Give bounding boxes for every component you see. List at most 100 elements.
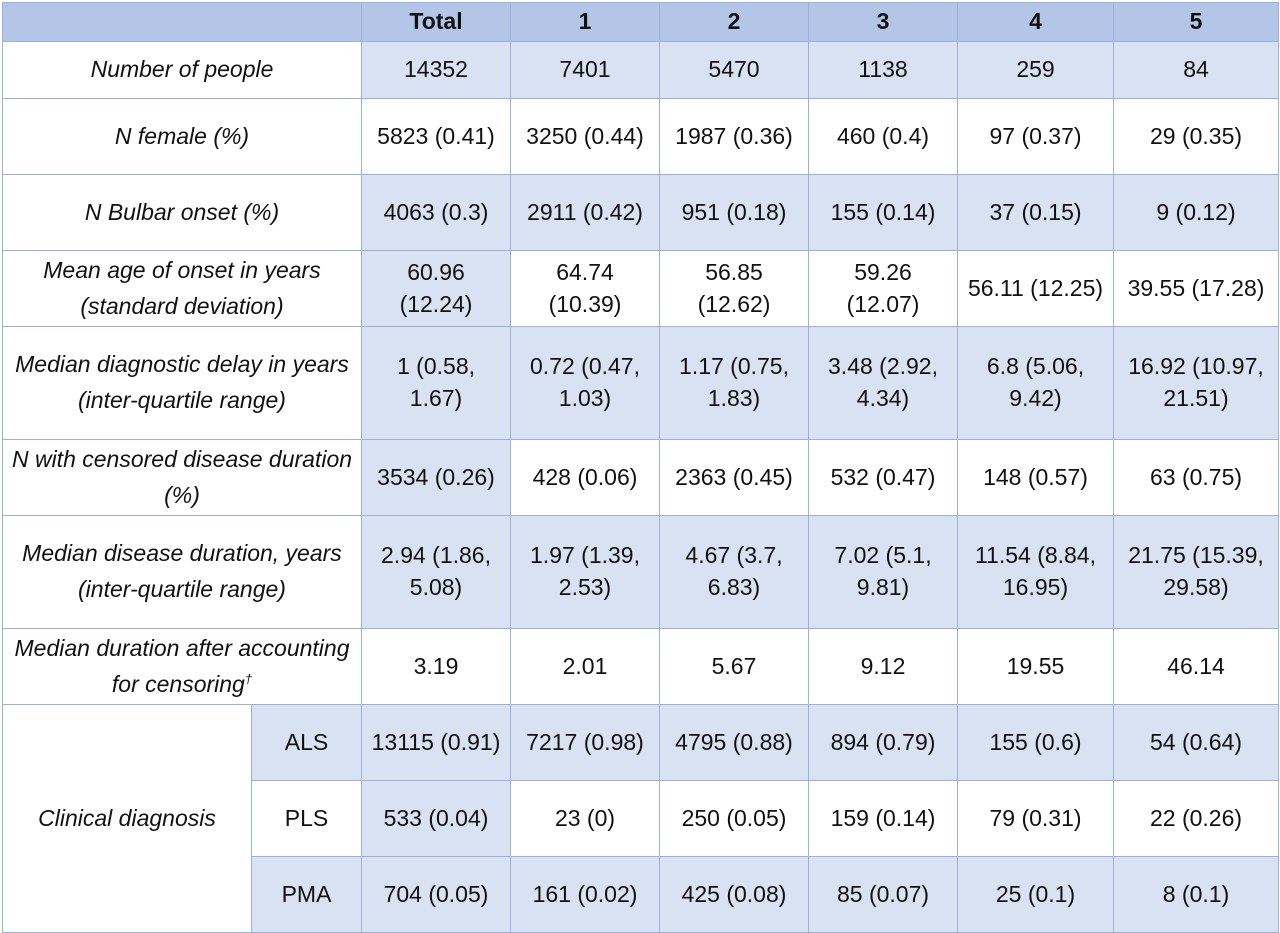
table-cell: 84 (1113, 41, 1279, 99)
table-cell: 250 (0.05) (659, 780, 809, 857)
table-row: N Bulbar onset (%) 4063 (0.3) 2911 (0.42… (2, 174, 1279, 251)
table-cell: 14352 (361, 41, 511, 99)
column-header-3: 3 (808, 2, 958, 42)
table-cell: 4795 (0.88) (659, 704, 809, 781)
row-label: Number of people (2, 41, 362, 99)
table-row: Number of people 14352 7401 5470 1138 25… (2, 41, 1279, 99)
table-cell: 16.92 (10.97, 21.51) (1113, 326, 1279, 440)
table-cell: 894 (0.79) (808, 704, 958, 781)
table-cell: 60.96 (12.24) (361, 250, 511, 327)
table-cell: 22 (0.26) (1113, 780, 1279, 857)
table-cell: 148 (0.57) (957, 439, 1114, 516)
table-cell: 29 (0.35) (1113, 98, 1279, 175)
table-cell: 0.72 (0.47, 1.03) (510, 326, 660, 440)
table-cell: 704 (0.05) (361, 856, 511, 933)
table-row: Clinical diagnosis ALS 13115 (0.91) 7217… (2, 704, 1279, 933)
footnote-mark: † (244, 670, 253, 686)
table-cell: 23 (0) (510, 780, 660, 857)
table-cell: 59.26 (12.07) (808, 250, 958, 327)
column-header-4: 4 (957, 2, 1114, 42)
table-cell: 54 (0.64) (1113, 704, 1279, 781)
table-cell: 2911 (0.42) (510, 174, 660, 251)
row-label: Median diagnostic delay in years (inter-… (2, 326, 362, 440)
table-cell: 1 (0.58, 1.67) (361, 326, 511, 440)
table-cell: 5823 (0.41) (361, 98, 511, 175)
table-cell: 3250 (0.44) (510, 98, 660, 175)
table-cell: 1138 (808, 41, 958, 99)
table-row: Median diagnostic delay in years (inter-… (2, 326, 1279, 440)
row-label: N Bulbar onset (%) (2, 174, 362, 251)
table-cell: 951 (0.18) (659, 174, 809, 251)
table-cell: 13115 (0.91) (361, 704, 511, 781)
table-cell: 8 (0.1) (1113, 856, 1279, 933)
table-cell: 2.01 (510, 628, 660, 705)
table-cell: 9 (0.12) (1113, 174, 1279, 251)
table-cell: 460 (0.4) (808, 98, 958, 175)
table-cell: 64.74 (10.39) (510, 250, 660, 327)
table-cell: 3.19 (361, 628, 511, 705)
table-cell: 7217 (0.98) (510, 704, 660, 781)
table-cell: 79 (0.31) (957, 780, 1114, 857)
column-header-1: 1 (510, 2, 660, 42)
table-cell: 85 (0.07) (808, 856, 958, 933)
row-label: N with censored disease duration (%) (2, 439, 362, 516)
table-cell: 3534 (0.26) (361, 439, 511, 516)
table-cell: 259 (957, 41, 1114, 99)
table-cell: 1.97 (1.39, 2.53) (510, 515, 660, 629)
table-cell: 161 (0.02) (510, 856, 660, 933)
table-row: Mean age of onset in years (standard dev… (2, 250, 1279, 327)
table-cell: 37 (0.15) (957, 174, 1114, 251)
column-header-5: 5 (1113, 2, 1279, 42)
row-label: Median disease duration, years (inter-qu… (2, 515, 362, 629)
table-cell: 39.55 (17.28) (1113, 250, 1279, 327)
table-cell: 2363 (0.45) (659, 439, 809, 516)
table-cell: 9.12 (808, 628, 958, 705)
column-header-2: 2 (659, 2, 809, 42)
table-cell: 5.67 (659, 628, 809, 705)
row-label: Mean age of onset in years (standard dev… (2, 250, 362, 327)
header-row: Total 1 2 3 4 5 (2, 2, 1279, 42)
table-cell: 21.75 (15.39, 29.58) (1113, 515, 1279, 629)
row-label: N female (%) (2, 98, 362, 175)
table-cell: 5470 (659, 41, 809, 99)
diagnosis-sublabel: PMA (251, 856, 362, 933)
table-cell: 56.11 (12.25) (957, 250, 1114, 327)
row-label: Median duration after accounting for cen… (2, 628, 362, 705)
table-cell: 3.48 (2.92, 4.34) (808, 326, 958, 440)
table-cell: 1987 (0.36) (659, 98, 809, 175)
table-cell: 155 (0.6) (957, 704, 1114, 781)
table-cell: 97 (0.37) (957, 98, 1114, 175)
table-cell: 6.8 (5.06, 9.42) (957, 326, 1114, 440)
table-row: Median disease duration, years (inter-qu… (2, 515, 1279, 629)
table-cell: 2.94 (1.86, 5.08) (361, 515, 511, 629)
table-cell: 19.55 (957, 628, 1114, 705)
table-cell: 532 (0.47) (808, 439, 958, 516)
table-cell: 1.17 (0.75, 1.83) (659, 326, 809, 440)
table-row: N with censored disease duration (%) 353… (2, 439, 1279, 516)
table-cell: 428 (0.06) (510, 439, 660, 516)
table-cell: 7.02 (5.1, 9.81) (808, 515, 958, 629)
table-cell: 63 (0.75) (1113, 439, 1279, 516)
table-cell: 56.85 (12.62) (659, 250, 809, 327)
table-cell: 155 (0.14) (808, 174, 958, 251)
row-label-text: Median duration after accounting for cen… (14, 634, 350, 697)
table-cell: 159 (0.14) (808, 780, 958, 857)
diagnosis-sublabel: ALS (251, 704, 362, 781)
table-cell: 425 (0.08) (659, 856, 809, 933)
table-cell: 7401 (510, 41, 660, 99)
table-row: PMA 704 (0.05) 161 (0.02) 425 (0.08) 85 … (3, 856, 1279, 933)
table-row: N female (%) 5823 (0.41) 3250 (0.44) 198… (2, 98, 1279, 175)
table-row: Median duration after accounting for cen… (2, 628, 1279, 705)
table-row: PLS 533 (0.04) 23 (0) 250 (0.05) 159 (0.… (3, 780, 1279, 857)
clinical-diagnosis-label: Clinical diagnosis (2, 704, 252, 933)
table-cell: 11.54 (8.84, 16.95) (957, 515, 1114, 629)
table-cell: 46.14 (1113, 628, 1279, 705)
table-cell: 533 (0.04) (361, 780, 511, 857)
table-cell: 4.67 (3.7, 6.83) (659, 515, 809, 629)
table-cell: 25 (0.1) (957, 856, 1114, 933)
diagnosis-sublabel: PLS (251, 780, 362, 857)
table-cell: 4063 (0.3) (361, 174, 511, 251)
corner-cell (2, 2, 362, 42)
column-header-total: Total (361, 2, 511, 42)
